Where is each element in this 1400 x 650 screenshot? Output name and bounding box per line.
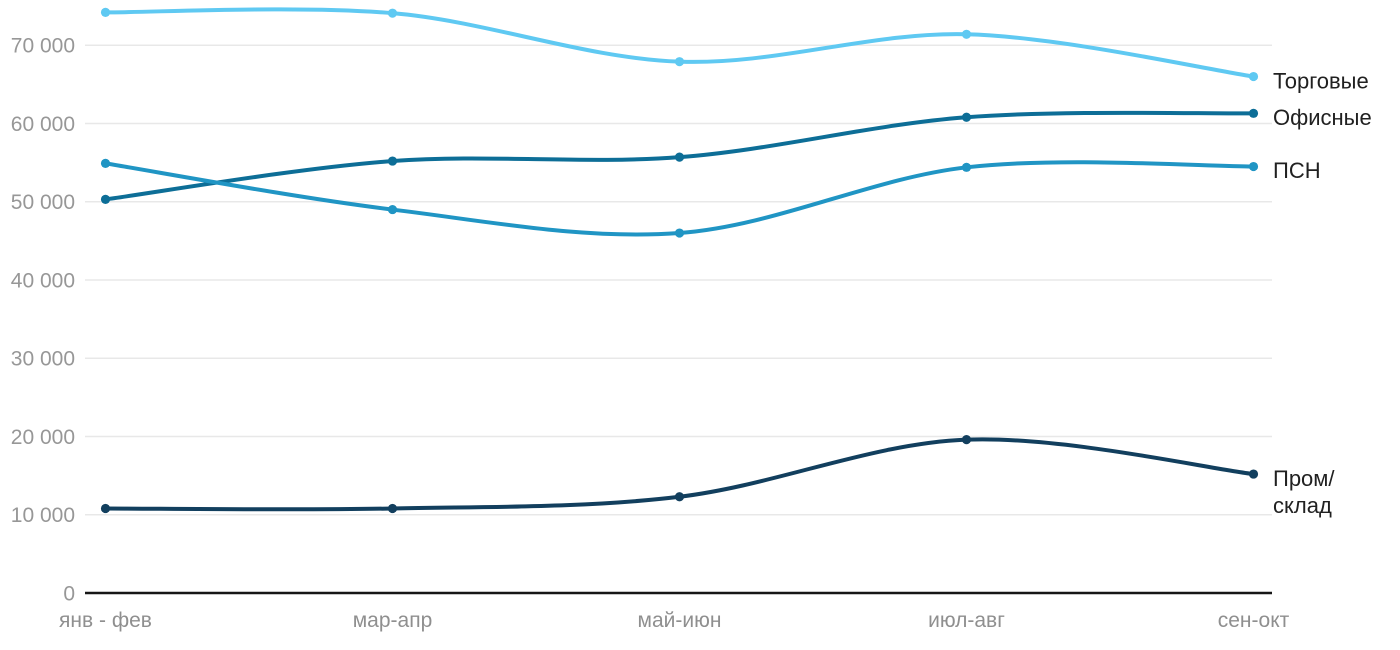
series-label-retail: Торговые bbox=[1273, 68, 1369, 93]
series-label-industrial-warehouse: склад bbox=[1273, 493, 1332, 518]
x-tick-label: янв - фев bbox=[59, 609, 152, 632]
y-tick-label: 30 000 bbox=[11, 348, 75, 371]
series-point-psn bbox=[387, 204, 398, 215]
y-tick-label: 10 000 bbox=[11, 504, 75, 527]
series-point-retail bbox=[961, 29, 972, 39]
series-point-industrial-warehouse bbox=[1248, 469, 1259, 479]
series-point-retail bbox=[674, 57, 685, 67]
x-tick-label: май-июн bbox=[638, 609, 722, 632]
x-tick-label: сен-окт bbox=[1218, 609, 1290, 632]
series-point-psn bbox=[1248, 161, 1259, 172]
y-tick-label: 0 bbox=[63, 582, 75, 605]
series-point-retail bbox=[1248, 71, 1259, 82]
series-point-industrial-warehouse bbox=[100, 503, 111, 514]
series-label-psn: ПСН bbox=[1273, 158, 1321, 183]
series-label-office: Офисные bbox=[1273, 105, 1372, 130]
y-tick-label: 20 000 bbox=[11, 426, 75, 449]
series-point-retail bbox=[387, 8, 398, 18]
y-tick-label: 40 000 bbox=[11, 269, 75, 292]
series-point-industrial-warehouse bbox=[674, 492, 685, 502]
series-point-industrial-warehouse bbox=[387, 503, 398, 514]
x-tick-label: мар-апр bbox=[353, 609, 433, 632]
series-point-psn bbox=[961, 162, 972, 172]
series-point-office bbox=[100, 194, 111, 205]
x-tick-label: июл-авг bbox=[928, 609, 1005, 632]
series-label-industrial-warehouse: Пром/ bbox=[1273, 466, 1335, 491]
series-point-psn bbox=[100, 158, 111, 169]
series-point-office bbox=[674, 152, 685, 162]
series-line-retail bbox=[103, 7, 1256, 79]
series-point-office bbox=[387, 156, 398, 166]
series-point-office bbox=[961, 112, 972, 122]
series-point-retail bbox=[100, 7, 111, 17]
series-point-industrial-warehouse bbox=[961, 435, 972, 445]
y-tick-label: 60 000 bbox=[11, 113, 75, 136]
y-tick-label: 50 000 bbox=[11, 191, 75, 214]
series-point-office bbox=[1248, 108, 1259, 118]
series-point-psn bbox=[674, 228, 685, 238]
y-tick-label: 70 000 bbox=[11, 35, 75, 58]
